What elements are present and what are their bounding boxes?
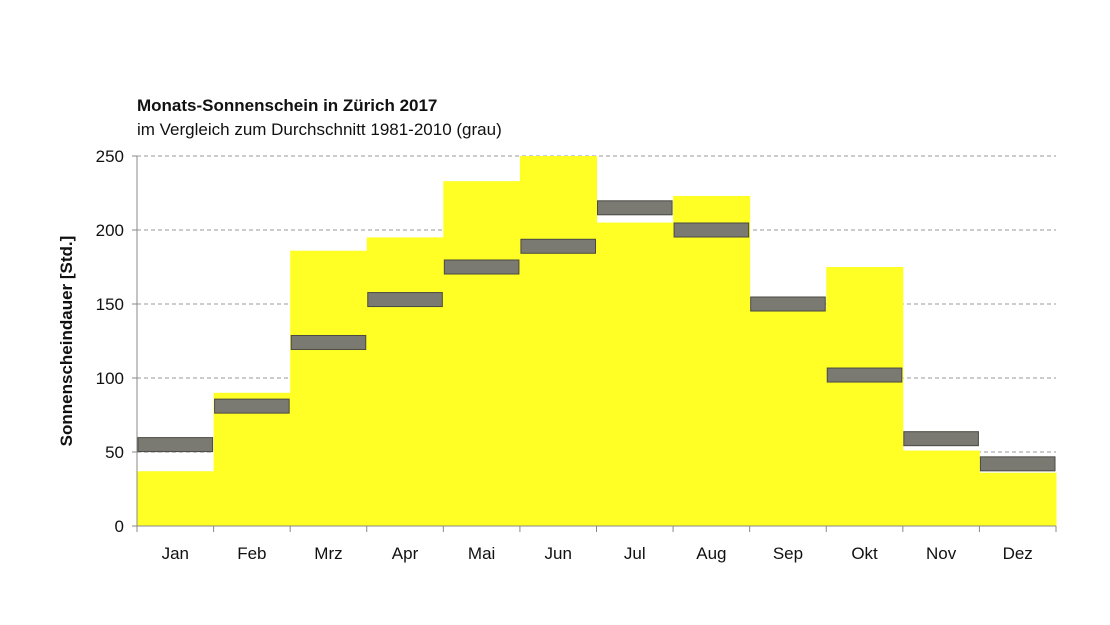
average-marker-apr [367, 292, 443, 308]
average-marker-jan [137, 437, 214, 453]
bar-2017-jan [137, 471, 215, 526]
x-tick-label-nov: Nov [926, 544, 957, 563]
y-tick-label-100: 100 [96, 369, 124, 388]
y-tick-label-50: 50 [105, 443, 124, 462]
x-tick-label-feb: Feb [237, 544, 266, 563]
x-tick-label-dez: Dez [1003, 544, 1033, 563]
bar-2017-apr [366, 237, 444, 526]
average-marker-jul [597, 200, 673, 216]
bar-2017-mrz [290, 250, 368, 526]
bar-2017-aug [673, 195, 751, 526]
bar-2017-dez [979, 472, 1057, 526]
bars-layer [137, 156, 1057, 526]
average-marker-aug [673, 222, 750, 238]
y-tick-label-0: 0 [115, 517, 124, 536]
chart-subtitle: im Vergleich zum Durchschnitt 1981-2010 … [137, 120, 502, 139]
average-marker-mrz [290, 334, 367, 350]
y-axis-label: Sonnenscheindauer [Std.] [57, 236, 76, 447]
bar-2017-jul [596, 222, 674, 526]
x-tick-label-aug: Aug [696, 544, 726, 563]
x-tick-label-apr: Apr [392, 544, 419, 563]
average-marker-sep [750, 296, 826, 312]
x-tick-label-sep: Sep [773, 544, 803, 563]
average-layer [137, 200, 1056, 472]
average-marker-nov [903, 431, 979, 447]
x-tick-label-okt: Okt [851, 544, 878, 563]
x-tick-label-mai: Mai [468, 544, 495, 563]
y-tick-label-250: 250 [96, 147, 124, 166]
bar-2017-feb [213, 392, 291, 526]
x-tick-label-jul: Jul [624, 544, 646, 563]
average-marker-okt [826, 367, 903, 383]
axes-layer [132, 155, 1057, 532]
bar-2017-jun [519, 156, 597, 526]
bar-2017-mai [443, 181, 521, 526]
bar-2017-sep [749, 308, 827, 526]
x-tick-label-jun: Jun [544, 544, 571, 563]
y-tick-label-150: 150 [96, 295, 124, 314]
x-tick-label-mrz: Mrz [314, 544, 342, 563]
x-tick-label-jan: Jan [162, 544, 189, 563]
bar-2017-nov [902, 450, 980, 526]
chart-title: Monats-Sonnenschein in Zürich 2017 [137, 96, 438, 115]
y-tick-label-200: 200 [96, 221, 124, 240]
average-marker-jun [520, 238, 597, 254]
average-marker-feb [214, 398, 290, 414]
labels-layer: 0 50 100 150 200 250 Jan Feb Mrz Apr Mai Jun Jul Aug S… [96, 147, 1033, 563]
bar-2017-okt [826, 267, 904, 526]
average-marker-dez [979, 456, 1056, 472]
average-marker-mai [443, 259, 520, 275]
